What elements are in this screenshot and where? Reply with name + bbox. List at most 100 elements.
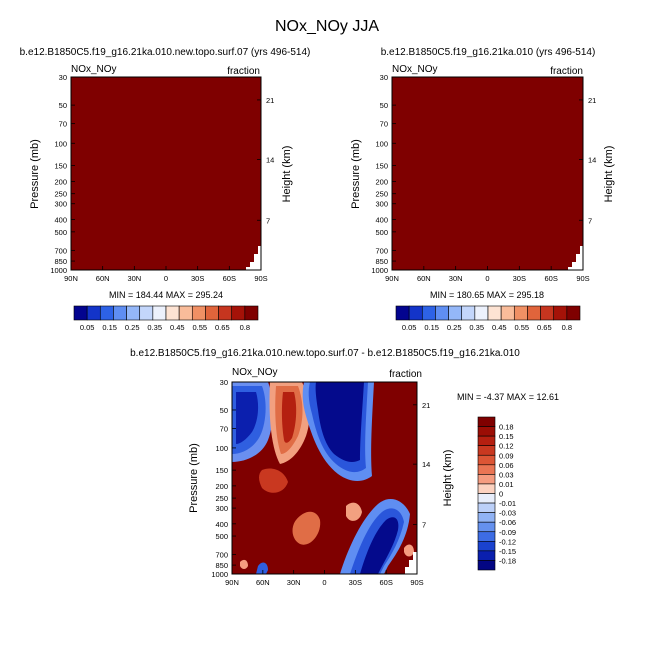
colorbar-swatch [395,305,410,321]
y-tick-label: 300 [215,504,228,513]
colorbar-label: -0.09 [499,528,516,537]
y-tick-label: 850 [54,257,67,266]
colorbar-label: 0.8 [562,323,572,332]
colorbar-label: 0.15 [102,323,117,332]
y-tick-label: 70 [59,120,67,129]
colorbar-swatch [99,305,114,321]
colorbar-swatch [513,305,528,321]
y-tick-label: 100 [54,139,67,148]
colorbar-label: 0.05 [402,323,417,332]
x-tick-label: 30S [349,578,362,587]
colorbar-swatch [477,435,496,446]
colorbar-swatch [231,305,246,321]
colorbar-swatch [244,305,259,321]
panel-a-topography-mask [246,246,261,270]
colorbar-swatch [540,305,555,321]
panel-b-y-right-label: Height (km) [603,146,615,203]
y-tick-label: 700 [215,550,228,559]
x-tick-label: 30N [449,274,463,283]
colorbar-label: 0.18 [499,423,514,432]
colorbar-label: 0.03 [499,470,514,479]
panel-a: b.e12.B1850C5.f19_g16.21ka.010.new.topo.… [20,47,311,332]
colorbar-swatch [178,305,193,321]
colorbar-swatch [461,305,476,321]
colorbar-swatch [477,512,496,523]
colorbar-swatch [435,305,449,321]
panel-c-y-axis-label: Pressure (mb) [188,443,200,513]
colorbar-swatch [527,305,541,321]
y-tick-label: 100 [215,444,228,453]
colorbar-label: 0.12 [499,442,514,451]
y-right-tick-label: 21 [422,401,430,410]
colorbar-label: 0.01 [499,480,514,489]
y-tick-label: 500 [54,228,67,237]
y-tick-label: 30 [220,378,228,387]
x-tick-label: 90N [64,274,78,283]
x-tick-label: 60S [544,274,557,283]
figure-title: NOx_NOy JJA [275,18,379,35]
colorbar-label: 0 [499,490,503,499]
x-tick-label: 0 [322,578,326,587]
colorbar-label: 0.05 [80,323,95,332]
panel-b-y-axis-label: Pressure (mb) [350,139,362,209]
y-right-tick-label: 7 [422,521,426,530]
y-tick-label: 30 [59,73,67,82]
colorbar-label: -0.15 [499,547,516,556]
y-tick-label: 1000 [50,266,67,275]
colorbar-swatch [477,531,496,542]
x-tick-label: 30N [127,274,141,283]
colorbar-label: -0.06 [499,518,516,527]
y-tick-label: 70 [380,120,388,129]
x-tick-label: 60S [223,274,236,283]
x-tick-label: 0 [164,274,168,283]
y-right-tick-label: 21 [266,96,274,105]
colorbar-swatch [500,305,515,321]
colorbar-swatch [152,305,167,321]
colorbar-swatch [477,502,496,513]
panel-c-right-label: fraction [389,369,422,380]
y-right-tick-label: 14 [266,156,274,165]
panel-c-y-right-label: Height (km) [442,450,454,507]
colorbar-label: 0.35 [147,323,162,332]
colorbar-label: 0.65 [215,323,230,332]
colorbar-swatch [477,454,496,466]
y-tick-label: 700 [54,246,67,255]
y-tick-label: 50 [220,406,228,415]
y-tick-label: 300 [54,200,67,209]
panel-b-field [392,77,583,270]
y-right-tick-label: 21 [588,96,596,105]
x-tick-label: 60N [96,274,110,283]
x-tick-label: 60N [417,274,431,283]
y-right-tick-label: 14 [588,156,596,165]
y-tick-label: 250 [375,190,388,199]
x-tick-label: 60N [256,578,270,587]
panel-c-title: b.e12.B1850C5.f19_g16.21ka.010.new.topo.… [130,348,520,359]
colorbar-swatch [113,305,127,321]
panel-a-stats: MIN = 184.44 MAX = 295.24 [109,290,223,300]
colorbar-label: 0.09 [499,451,514,460]
colorbar-swatch [477,521,496,533]
x-tick-label: 30S [513,274,526,283]
colorbar-swatch [553,305,568,321]
colorbar-swatch [218,305,233,321]
colorbar-swatch [408,305,423,321]
colorbar-label: 0.45 [170,323,185,332]
y-tick-label: 200 [375,177,388,186]
panel-b-right-label: fraction [550,66,583,77]
colorbar-swatch [477,445,496,456]
y-tick-label: 150 [375,162,388,171]
y-right-tick-label: 7 [266,216,270,225]
colorbar-label: 0.8 [240,323,250,332]
colorbar-label: 0.45 [492,323,507,332]
colorbar-label: 0.55 [514,323,529,332]
y-tick-label: 30 [380,73,388,82]
colorbar-swatch [477,550,496,561]
colorbar-swatch [421,305,436,321]
panel-b-title: b.e12.B1850C5.f19_g16.21ka.010 (yrs 496-… [381,47,596,58]
y-tick-label: 1000 [371,266,388,275]
colorbar-label: -0.01 [499,499,516,508]
colorbar-swatch [477,493,496,504]
x-tick-label: 90S [576,274,589,283]
y-tick-label: 300 [375,200,388,209]
y-tick-label: 400 [375,216,388,225]
